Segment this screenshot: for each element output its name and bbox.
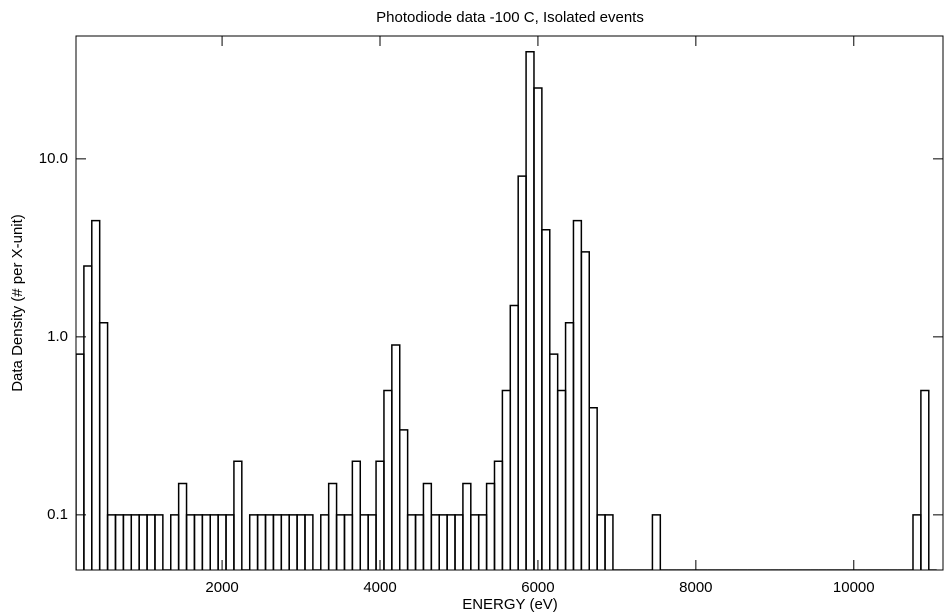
x-tick-label: 10000 [833, 579, 875, 596]
histogram-bin [233, 460, 243, 570]
histogram-bin [588, 406, 598, 570]
y-tick-label: 1.0 [47, 328, 68, 345]
x-tick-label: 8000 [679, 579, 712, 596]
x-tick-label: 2000 [205, 579, 238, 596]
histogram-bin [154, 514, 164, 570]
x-tick-label: 4000 [363, 579, 396, 596]
histogram-bin [304, 514, 314, 570]
histogram-bin [398, 429, 409, 570]
histogram-bin [920, 389, 930, 570]
x-axis-label: ENERGY (eV) [462, 596, 558, 613]
chart-title: Photodiode data -100 C, Isolated events [376, 9, 644, 26]
histogram-bin [98, 322, 109, 570]
y-tick-label: 10.0 [39, 150, 68, 167]
plot-frame [75, 35, 944, 571]
histogram-bin [651, 514, 662, 570]
y-axis-label: Data Density (# per X-unit) [9, 214, 26, 392]
y-tick-label: 0.1 [47, 506, 68, 523]
histogram-bin [604, 514, 614, 570]
x-tick-label: 6000 [521, 579, 554, 596]
